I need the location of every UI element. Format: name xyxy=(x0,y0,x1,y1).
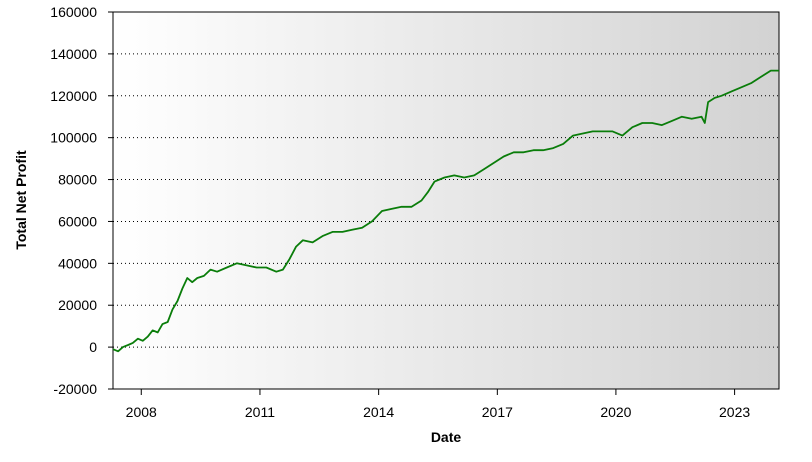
y-tick-label: -20000 xyxy=(53,381,97,397)
y-gridlines xyxy=(113,53,779,348)
y-axis-title: Total Net Profit xyxy=(13,150,29,250)
y-tick-label: 40000 xyxy=(58,255,97,271)
y-tick-label: 80000 xyxy=(58,172,97,188)
x-axis: 2008 2011 2014 2017 2020 2023 xyxy=(126,389,750,420)
x-tick-label: 2014 xyxy=(363,404,394,420)
y-tick-label: 120000 xyxy=(50,88,97,104)
y-tick-label: 60000 xyxy=(58,213,97,229)
x-tick-label: 2017 xyxy=(482,404,513,420)
x-tick-label: 2023 xyxy=(719,404,750,420)
series-line-total-net-profit xyxy=(112,69,779,353)
plot-area xyxy=(112,11,780,390)
y-tick-label: 160000 xyxy=(50,4,97,20)
y-tick-label: 0 xyxy=(89,339,97,355)
y-tick-label: 100000 xyxy=(50,130,97,146)
y-tick-label: 20000 xyxy=(58,297,97,313)
x-tick-label: 2020 xyxy=(600,404,631,420)
y-tick-label: 140000 xyxy=(50,46,97,62)
x-tick-label: 2008 xyxy=(126,404,157,420)
x-axis-title: Date xyxy=(431,429,462,445)
x-tick-label: 2011 xyxy=(245,404,275,420)
y-axis: 160000 140000 120000 100000 80000 60000 40000 2… xyxy=(50,4,113,397)
